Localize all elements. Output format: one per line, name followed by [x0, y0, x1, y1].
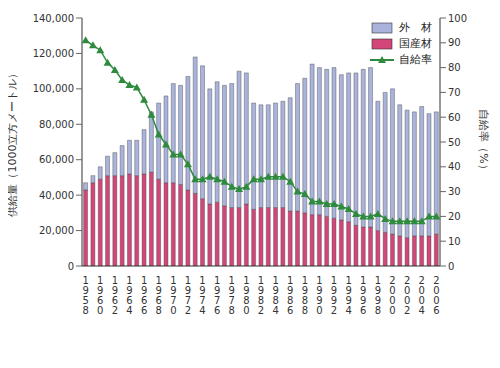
svg-text:0: 0	[68, 261, 74, 272]
svg-text:2006: 2006	[433, 275, 439, 316]
svg-text:2000: 2000	[389, 275, 395, 316]
svg-text:1970: 1970	[170, 275, 176, 316]
svg-text:1986: 1986	[287, 275, 293, 316]
svg-text:60,000: 60,000	[39, 154, 74, 165]
svg-text:1966: 1966	[141, 275, 147, 316]
svg-text:1968: 1968	[156, 275, 162, 316]
svg-text:供給量（1000立方メートル）: 供給量（1000立方メートル）	[8, 68, 19, 217]
svg-text:1990: 1990	[316, 275, 322, 316]
svg-text:40: 40	[448, 161, 461, 172]
svg-text:10: 10	[448, 236, 461, 247]
svg-text:80,000: 80,000	[39, 119, 74, 130]
svg-text:90: 90	[448, 37, 461, 48]
svg-text:20: 20	[448, 211, 461, 222]
svg-text:1960: 1960	[97, 275, 103, 316]
svg-text:1992: 1992	[331, 275, 337, 316]
svg-text:1976: 1976	[214, 275, 220, 316]
svg-text:80: 80	[448, 62, 461, 73]
html-text:国産材: 国産材	[399, 37, 432, 50]
svg-text:1972: 1972	[185, 275, 191, 316]
svg-text:60: 60	[448, 112, 461, 123]
svg-text:2004: 2004	[419, 275, 425, 316]
svg-text:140,000: 140,000	[33, 13, 74, 24]
svg-text:20,000: 20,000	[39, 225, 74, 236]
svg-text:1958: 1958	[82, 275, 88, 316]
svg-text:1994: 1994	[345, 275, 351, 316]
svg-text:30: 30	[448, 186, 461, 197]
svg-text:1974: 1974	[199, 275, 205, 316]
svg-text:1996: 1996	[360, 275, 366, 316]
svg-text:100,000: 100,000	[33, 83, 74, 94]
svg-text:120,000: 120,000	[33, 48, 74, 59]
svg-text:1964: 1964	[126, 275, 132, 316]
svg-text:1980: 1980	[243, 275, 249, 316]
svg-text:1984: 1984	[272, 275, 278, 316]
svg-text:100: 100	[448, 13, 467, 24]
svg-text:自給率（%）: 自給率（%）	[477, 109, 490, 174]
svg-text:1978: 1978	[229, 275, 235, 316]
svg-text:0: 0	[448, 261, 454, 272]
svg-text:50: 50	[448, 137, 461, 148]
svg-text:2002: 2002	[404, 275, 410, 316]
svg-text:1988: 1988	[302, 275, 308, 316]
html-text:自給率: 自給率	[399, 53, 432, 66]
svg-text:1998: 1998	[375, 275, 381, 316]
svg-text:1982: 1982	[258, 275, 264, 316]
html-text:外 材: 外 材	[399, 21, 432, 34]
svg-text:40,000: 40,000	[39, 190, 74, 201]
svg-text:70: 70	[448, 87, 461, 98]
svg-text:1962: 1962	[112, 275, 118, 316]
